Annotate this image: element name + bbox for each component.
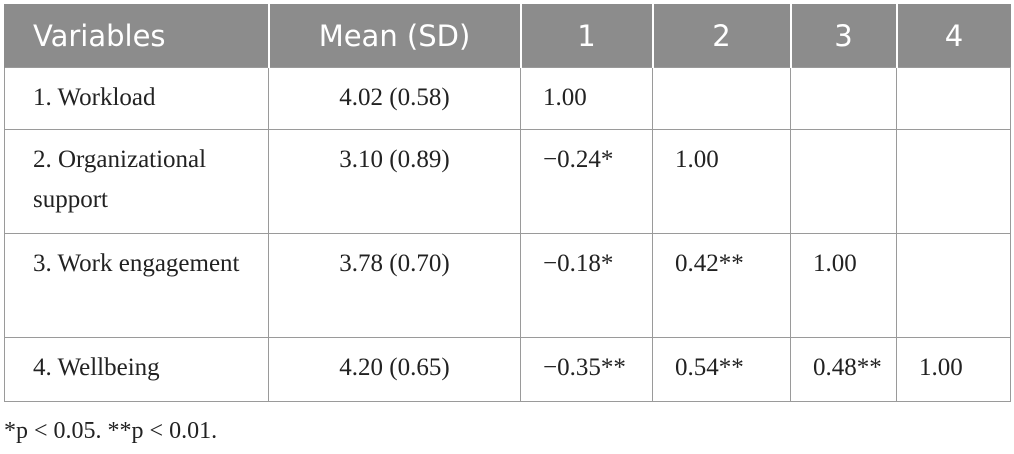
table-body: 1. Workload 4.02 (0.58) 1.00 2. Organizatio…	[4, 67, 1011, 402]
mean-cell: 4.20 (0.65)	[268, 337, 521, 402]
variable-cell: 4. Wellbeing	[4, 337, 269, 402]
mean-cell: 4.02 (0.58)	[268, 67, 521, 130]
empty-cell	[896, 129, 1011, 234]
header-cell: 4	[895, 4, 1011, 68]
empty-cell	[896, 233, 1011, 338]
header-cell: 3	[789, 4, 897, 68]
header-cell: Variables	[4, 4, 269, 68]
table-row: 4. Wellbeing 4.20 (0.65) −0.35** 0.54** 0.48…	[4, 337, 1011, 402]
variable-cell: 3. Work engagement	[4, 233, 269, 338]
header-cell: Mean (SD)	[267, 4, 521, 68]
empty-cell	[790, 67, 897, 130]
correlation-cell: −0.18*	[520, 233, 653, 338]
correlation-cell: 1.00	[896, 337, 1011, 402]
table-row: 2. Organizational support 3.10 (0.89) −0.2…	[4, 129, 1011, 234]
header-cell: 1	[519, 4, 653, 68]
correlation-cell: −0.35**	[520, 337, 653, 402]
correlation-cell: 1.00	[652, 129, 791, 234]
empty-cell	[652, 67, 791, 130]
correlation-cell: 1.00	[790, 233, 897, 338]
variable-cell: 1. Workload	[4, 67, 269, 130]
empty-cell	[790, 129, 897, 234]
correlation-cell: 0.48**	[790, 337, 897, 402]
mean-cell: 3.78 (0.70)	[268, 233, 521, 338]
header-cell: 2	[651, 4, 791, 68]
correlation-cell: −0.24*	[520, 129, 653, 234]
correlation-cell: 0.42**	[652, 233, 791, 338]
empty-cell	[896, 67, 1011, 130]
variable-cell: 2. Organizational support	[4, 129, 269, 234]
correlation-cell: 0.54**	[652, 337, 791, 402]
table-row: 1. Workload 4.02 (0.58) 1.00	[4, 67, 1011, 130]
footnote: *p < 0.05. **p < 0.01.	[4, 418, 218, 444]
correlation-table: Variables Mean (SD) 1 2 3 4 1. Workload 4…	[4, 4, 1011, 402]
mean-cell: 3.10 (0.89)	[268, 129, 521, 234]
table-row: 3. Work engagement 3.78 (0.70) −0.18* 0.42*…	[4, 233, 1011, 338]
header-row: Variables Mean (SD) 1 2 3 4	[4, 4, 1011, 68]
correlation-cell: 1.00	[520, 67, 653, 130]
